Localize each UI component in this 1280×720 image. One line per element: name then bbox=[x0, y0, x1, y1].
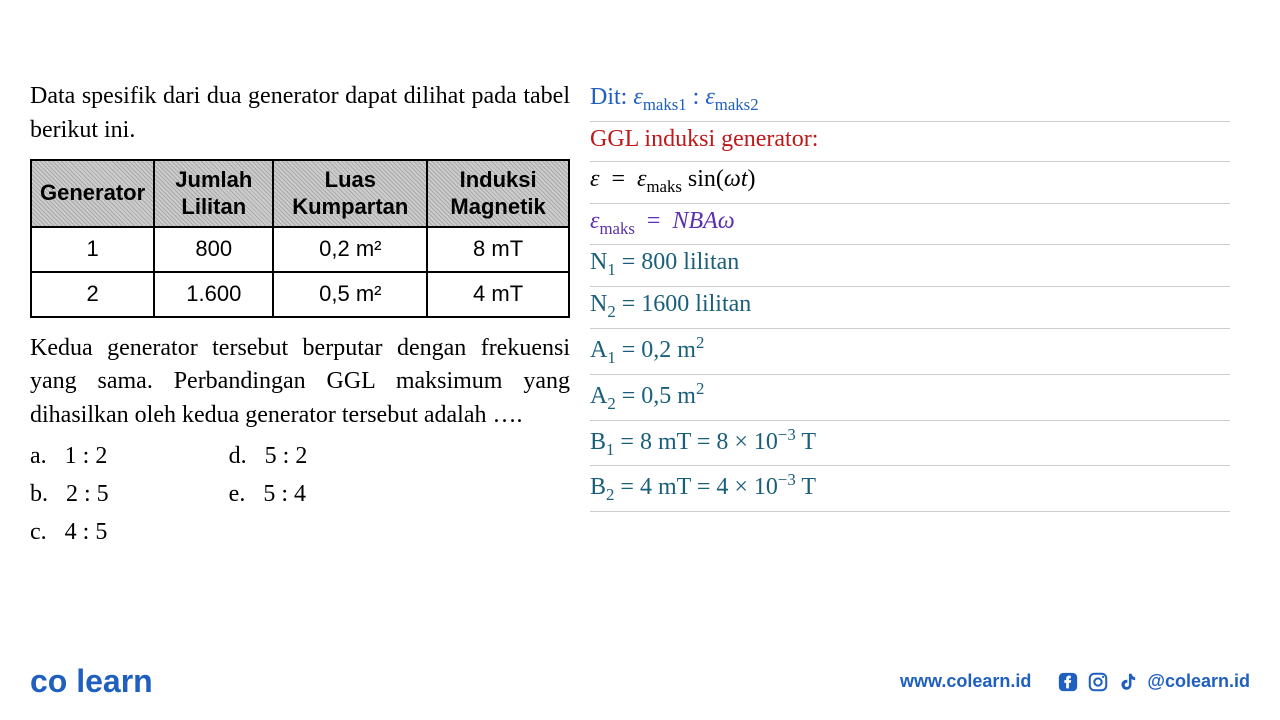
solution-line: Dit: εmaks1 : εmaks2 bbox=[590, 80, 1230, 122]
col-induksi: Induksi Magnetik bbox=[427, 160, 569, 227]
solution-line: εmaks = NBAω bbox=[590, 204, 1230, 246]
solution-panel: Dit: εmaks1 : εmaks2 GGL induksi generat… bbox=[590, 80, 1230, 549]
option-c: c.4 : 5 bbox=[30, 516, 109, 550]
brand-logo: co learn bbox=[30, 663, 153, 700]
question-text: Kedua generator tersebut berputar dengan… bbox=[30, 332, 570, 433]
options: a.1 : 2 b.2 : 5 c.4 : 5 d.5 : 2 e.5 : 4 bbox=[30, 440, 570, 549]
footer: co learn www.colearn.id @colearn.id bbox=[30, 663, 1250, 700]
facebook-icon bbox=[1057, 671, 1079, 693]
col-generator: Generator bbox=[31, 160, 154, 227]
tiktok-icon bbox=[1117, 671, 1139, 693]
option-e: e.5 : 4 bbox=[229, 478, 308, 512]
generator-table: Generator Jumlah Lilitan Luas Kumpartan … bbox=[30, 159, 570, 317]
instagram-icon bbox=[1087, 671, 1109, 693]
option-a: a.1 : 2 bbox=[30, 440, 109, 474]
col-lilitan: Jumlah Lilitan bbox=[154, 160, 273, 227]
website-url: www.colearn.id bbox=[900, 671, 1031, 692]
option-d: d.5 : 2 bbox=[229, 440, 308, 474]
solution-line: ε = εmaks sin(ωt) bbox=[590, 162, 1230, 204]
intro-text: Data spesifik dari dua generator dapat d… bbox=[30, 80, 570, 147]
solution-line: N1 = 800 lilitan bbox=[590, 245, 1230, 287]
solution-line: B1 = 8 mT = 8 × 10−3 T bbox=[590, 421, 1230, 467]
col-luas: Luas Kumpartan bbox=[273, 160, 427, 227]
solution-line: B2 = 4 mT = 4 × 10−3 T bbox=[590, 466, 1230, 512]
solution-line: N2 = 1600 lilitan bbox=[590, 287, 1230, 329]
problem-panel: Data spesifik dari dua generator dapat d… bbox=[30, 80, 570, 549]
option-b: b.2 : 5 bbox=[30, 478, 109, 512]
table-row: 2 1.600 0,5 m² 4 mT bbox=[31, 272, 569, 317]
social-handle: @colearn.id bbox=[1057, 671, 1250, 693]
solution-line: A1 = 0,2 m2 bbox=[590, 329, 1230, 375]
table-row: 1 800 0,2 m² 8 mT bbox=[31, 227, 569, 272]
solution-line: A2 = 0,5 m2 bbox=[590, 375, 1230, 421]
solution-line: GGL induksi generator: bbox=[590, 122, 1230, 162]
